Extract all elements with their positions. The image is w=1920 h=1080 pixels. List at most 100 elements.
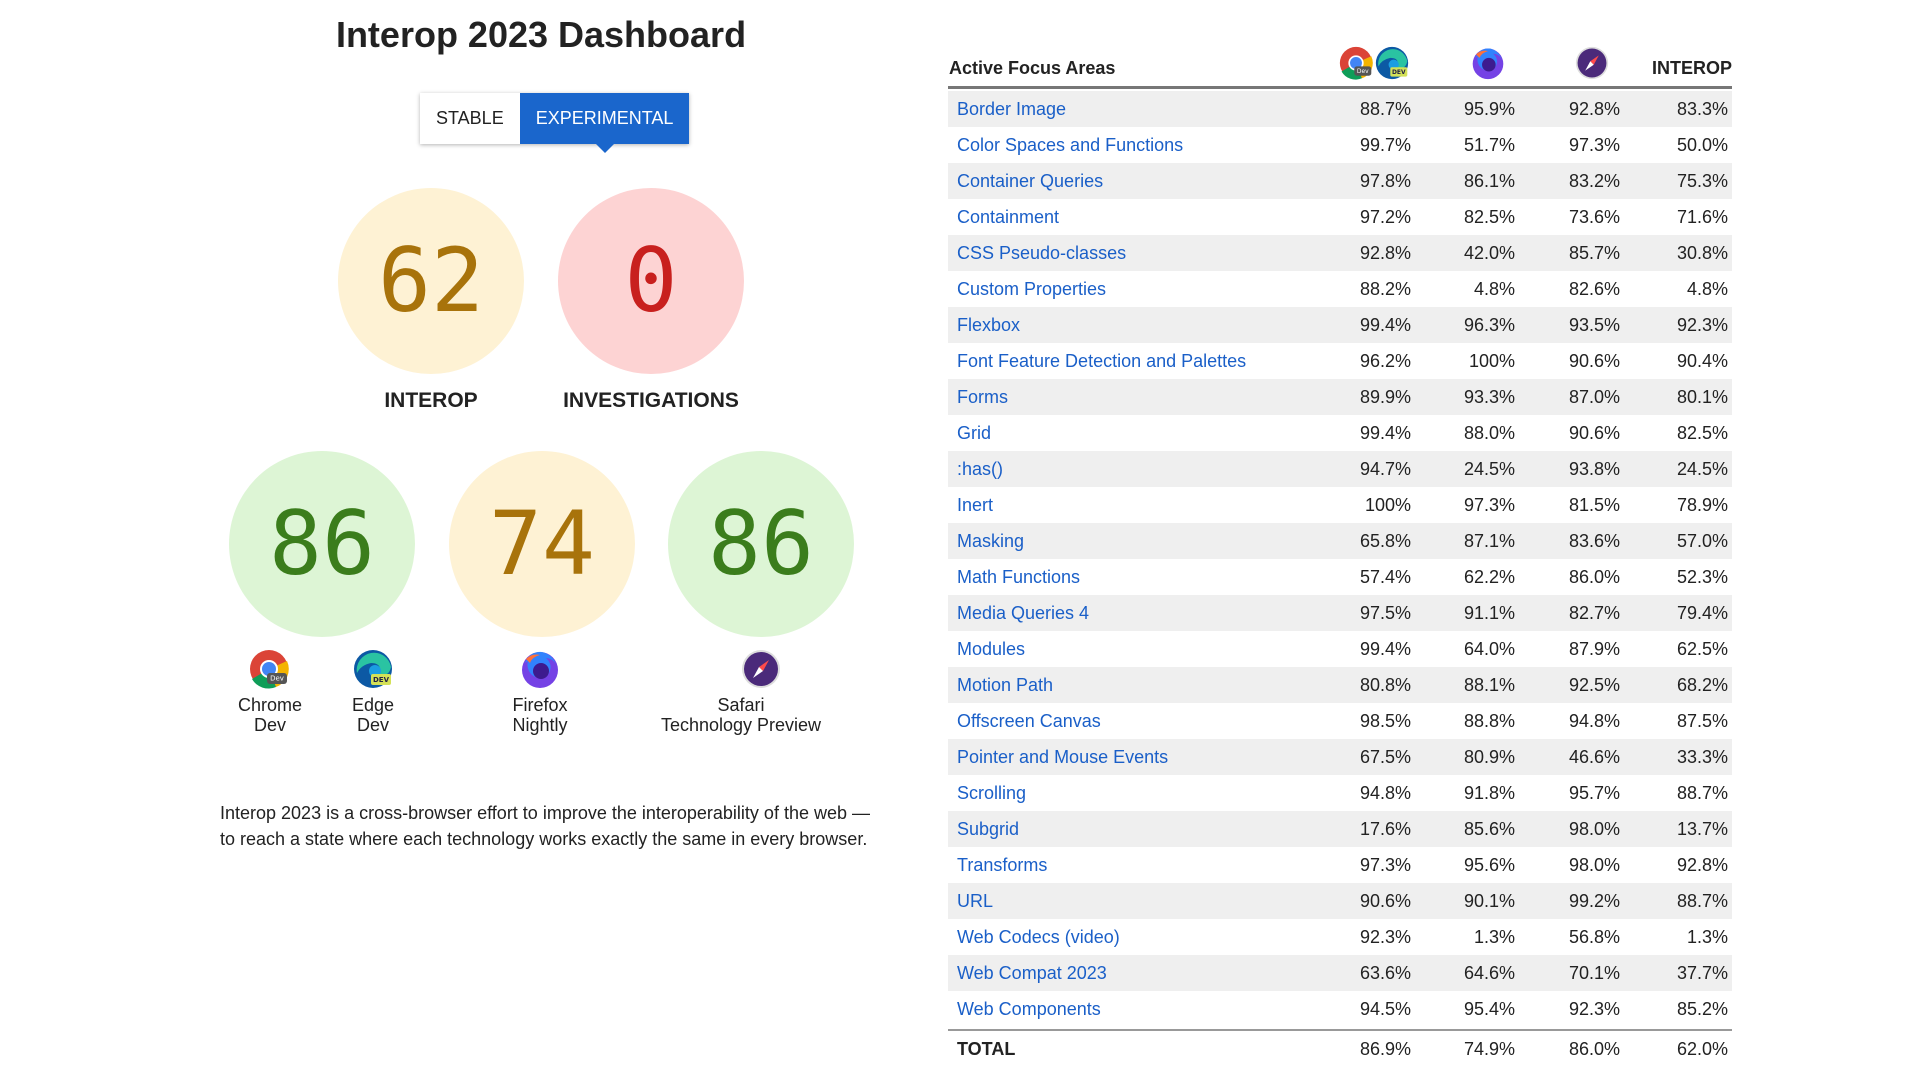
- focus-area-link[interactable]: Transforms: [957, 855, 1048, 875]
- tab-experimental[interactable]: EXPERIMENTAL: [519, 93, 690, 153]
- table-row: Offscreen Canvas 98.5% 88.8% 94.8% 87.5%: [948, 703, 1732, 739]
- table-row: Subgrid 17.6% 85.6% 98.0% 13.7%: [948, 811, 1732, 847]
- score-cell: 92.5%: [1568, 675, 1620, 695]
- score-cell: 80.9%: [1463, 747, 1515, 767]
- score-cell: 92.8%: [1568, 99, 1620, 119]
- score-cell: 97.5%: [1359, 603, 1411, 623]
- score-cell: 24.5%: [1463, 459, 1515, 479]
- focus-area-link[interactable]: Web Compat 2023: [957, 963, 1107, 983]
- score-cell: 24.5%: [1676, 459, 1728, 479]
- table-row: Math Functions 57.4% 62.2% 86.0% 52.3%: [948, 559, 1732, 595]
- score-cell: 92.8%: [1359, 243, 1411, 263]
- focus-area-link[interactable]: Math Functions: [957, 567, 1081, 587]
- focus-area-link[interactable]: Scrolling: [957, 783, 1027, 803]
- table-row: Pointer and Mouse Events 67.5% 80.9% 46.6% 3…: [948, 739, 1732, 775]
- score-cell: 88.7%: [1676, 783, 1728, 803]
- score-cell: 13.7%: [1676, 819, 1728, 839]
- score-cell: 87.9%: [1568, 639, 1620, 659]
- score-cell: 83.6%: [1568, 531, 1620, 551]
- focus-area-link[interactable]: Color Spaces and Functions: [957, 135, 1184, 155]
- score-cell: 95.7%: [1568, 783, 1620, 803]
- score-cell: 97.2%: [1359, 207, 1411, 227]
- score-cell: 64.0%: [1463, 639, 1515, 659]
- score-cell: 88.1%: [1463, 675, 1515, 695]
- score-cell: 96.3%: [1463, 315, 1515, 335]
- score-cell: 78.9%: [1676, 495, 1728, 515]
- focus-area-link[interactable]: Inert: [957, 495, 994, 515]
- focus-area-link[interactable]: Forms: [957, 387, 1008, 407]
- focus-area-link[interactable]: Masking: [957, 531, 1025, 551]
- focus-area-link[interactable]: Grid: [957, 423, 992, 443]
- score-cell: 88.8%: [1463, 711, 1515, 731]
- browser-score: 86: [668, 451, 854, 637]
- browser-name-line: Dev: [253, 715, 286, 735]
- header-focus-areas: Active Focus Areas: [949, 58, 1116, 78]
- score-cell: 57.4%: [1359, 567, 1411, 587]
- table-row: Container Queries 97.8% 86.1% 83.2% 75.3%: [948, 163, 1732, 199]
- score-cell: 94.8%: [1359, 783, 1411, 803]
- browser-name: Edge Dev: [273, 695, 473, 735]
- score-cell: 89.9%: [1359, 387, 1411, 407]
- score-cell: 64.6%: [1463, 963, 1515, 983]
- score-cell: 90.1%: [1463, 891, 1515, 911]
- score-cell: 99.4%: [1359, 423, 1411, 443]
- score-cell: 87.1%: [1463, 531, 1515, 551]
- score-cell: 83.2%: [1568, 171, 1620, 191]
- score-cell: 87.5%: [1676, 711, 1728, 731]
- score-cell: 88.7%: [1359, 99, 1411, 119]
- focus-area-link[interactable]: :has(): [957, 459, 1004, 479]
- focus-area-link[interactable]: Web Components: [957, 999, 1101, 1019]
- browser-name-line: Technology Preview: [660, 715, 822, 735]
- score-cell: 97.3%: [1463, 495, 1515, 515]
- focus-area-link[interactable]: Flexbox: [957, 315, 1021, 335]
- table-row: Web Codecs (video) 92.3% 1.3% 56.8% 1.3%: [948, 919, 1732, 955]
- focus-area-link[interactable]: Offscreen Canvas: [957, 711, 1101, 731]
- score-cell: 52.3%: [1676, 567, 1728, 587]
- table-row: Modules 99.4% 64.0% 87.9% 62.5%: [948, 631, 1732, 667]
- score-cell: 68.2%: [1676, 675, 1728, 695]
- browser-name-line: Firefox: [512, 695, 568, 715]
- score-label: INTEROP: [384, 389, 478, 412]
- tab-stable[interactable]: STABLE: [420, 93, 520, 144]
- focus-area-link[interactable]: Pointer and Mouse Events: [957, 747, 1169, 767]
- focus-area-link[interactable]: Web Codecs (video): [957, 927, 1120, 947]
- total-label: TOTAL: [957, 1039, 1016, 1059]
- focus-area-link[interactable]: Container Queries: [957, 171, 1104, 191]
- score-cell: 93.3%: [1463, 387, 1515, 407]
- focus-area-link[interactable]: Containment: [957, 207, 1060, 227]
- focus-area-link[interactable]: CSS Pseudo-classes: [957, 243, 1127, 263]
- focus-area-link[interactable]: Subgrid: [957, 819, 1020, 839]
- firefox-icon: [520, 649, 560, 689]
- score-cell: 81.5%: [1568, 495, 1620, 515]
- score-cell: 33.3%: [1676, 747, 1728, 767]
- score-cell: 1.3%: [1686, 927, 1728, 947]
- score-cell: 99.7%: [1359, 135, 1411, 155]
- focus-area-link[interactable]: Custom Properties: [957, 279, 1107, 299]
- table-row: :has() 94.7% 24.5% 93.8% 24.5%: [948, 451, 1732, 487]
- score-cell: 97.3%: [1359, 855, 1411, 875]
- browser-name-line: Safari: [717, 695, 765, 715]
- score-cell: 88.0%: [1463, 423, 1515, 443]
- score-cell: 95.9%: [1463, 99, 1515, 119]
- score-cell: 98.0%: [1568, 819, 1620, 839]
- score-cell: 51.7%: [1463, 135, 1515, 155]
- focus-area-link[interactable]: Modules: [957, 639, 1026, 659]
- focus-area-link[interactable]: Border Image: [957, 99, 1067, 119]
- score-cell: 82.5%: [1676, 423, 1728, 443]
- focus-area-link[interactable]: Media Queries 4: [957, 603, 1090, 623]
- focus-area-link[interactable]: URL: [957, 891, 994, 911]
- table-row: Transforms 97.3% 95.6% 98.0% 92.8%: [948, 847, 1732, 883]
- score-cell: 63.6%: [1359, 963, 1411, 983]
- table-row: Flexbox 99.4% 96.3% 93.5% 92.3%: [948, 307, 1732, 343]
- browser-name-line: Nightly: [512, 715, 568, 735]
- score-cell: 62.0%: [1676, 1039, 1728, 1059]
- score-cell: 90.6%: [1359, 891, 1411, 911]
- focus-area-link[interactable]: Motion Path: [957, 675, 1054, 695]
- score-cell: 82.5%: [1463, 207, 1515, 227]
- focus-area-link[interactable]: Font Feature Detection and Palettes: [957, 351, 1247, 371]
- score-cell: 82.7%: [1568, 603, 1620, 623]
- score-cell: 97.3%: [1568, 135, 1620, 155]
- safari-icon: [1575, 46, 1609, 80]
- score-cell: 46.6%: [1568, 747, 1620, 767]
